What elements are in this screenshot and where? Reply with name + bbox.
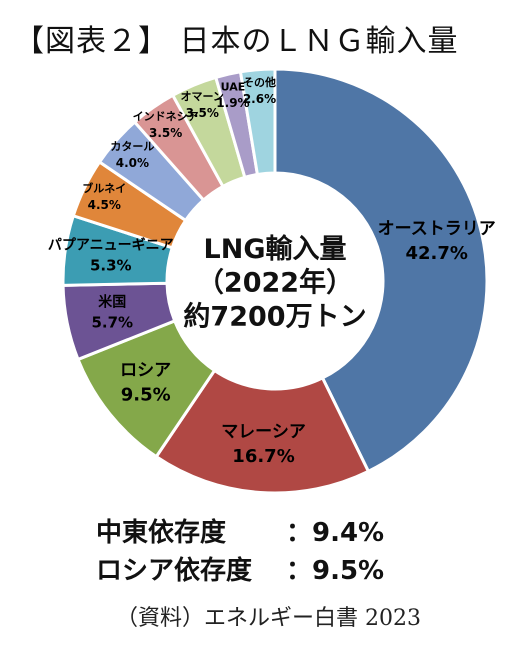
slice-label-1: マレーシア (221, 422, 306, 442)
slice-label-0: オーストラリア (378, 219, 496, 239)
slice-label-4: パプアニューギニア (48, 236, 174, 253)
slice-value-2: 9.5% (121, 385, 171, 406)
slice-0 (273, 68, 489, 474)
slice-value-10: 2.6% (243, 92, 276, 106)
slice-value-5: 4.5% (88, 198, 121, 212)
stat-value: ：9.5% (286, 556, 385, 586)
slice-10 (238, 68, 277, 177)
slice-label-10: その他 (243, 75, 276, 89)
middle-east-dependency: 中東依存度 ：9.4% (96, 512, 384, 549)
slice-value-7: 3.5% (149, 126, 182, 140)
stat-label: ロシア依存度 (96, 556, 253, 586)
slice-value-4: 5.3% (90, 256, 132, 274)
slice-value-1: 16.7% (232, 446, 294, 467)
slice-value-3: 5.7% (91, 313, 133, 331)
slice-label-2: ロシア (120, 361, 171, 381)
slice-value-0: 42.7% (405, 243, 467, 264)
chart-title: 【図表２】 日本のＬＮＧ輸入量 (14, 24, 459, 59)
center-label-group: LNG輸入量（2022年）約7200万トン (183, 233, 366, 333)
slice-label-3: 米国 (98, 293, 126, 310)
center-label-line-0: LNG輸入量 (204, 233, 347, 265)
stat-value: ：9.4% (286, 518, 385, 548)
source-note: （資料）エネルギー白書 2023 (116, 606, 421, 631)
stat-label: 中東依存度 (96, 518, 227, 548)
labels-group: オーストラリア 42.7% マレーシア 16.7% ロシア 9.5% 米国 5.7% パプアニュ… (48, 75, 496, 467)
slice-label-9: UAE (221, 80, 246, 93)
slice-label-8: オマーン (180, 90, 223, 103)
slice-label-6: カタール (110, 140, 154, 153)
center-label-line-2: 約7200万トン (183, 300, 366, 332)
slices-group (61, 68, 489, 495)
russia-dependency: ロシア依存度 ：9.5% (96, 550, 384, 587)
slice-value-8: 3.5% (186, 106, 219, 120)
donut-chart: オーストラリア 42.7% マレーシア 16.7% ロシア 9.5% 米国 5.7% パプアニュ… (48, 68, 496, 495)
center-label-line-1: （2022年） (197, 267, 353, 299)
slice-1 (154, 368, 371, 495)
slice-label-5: ブルネイ (82, 181, 126, 195)
slice-value-6: 4.0% (116, 156, 149, 170)
slice-value-9: 1.9% (216, 96, 249, 110)
slice-label-7: インドネシア (133, 110, 199, 123)
